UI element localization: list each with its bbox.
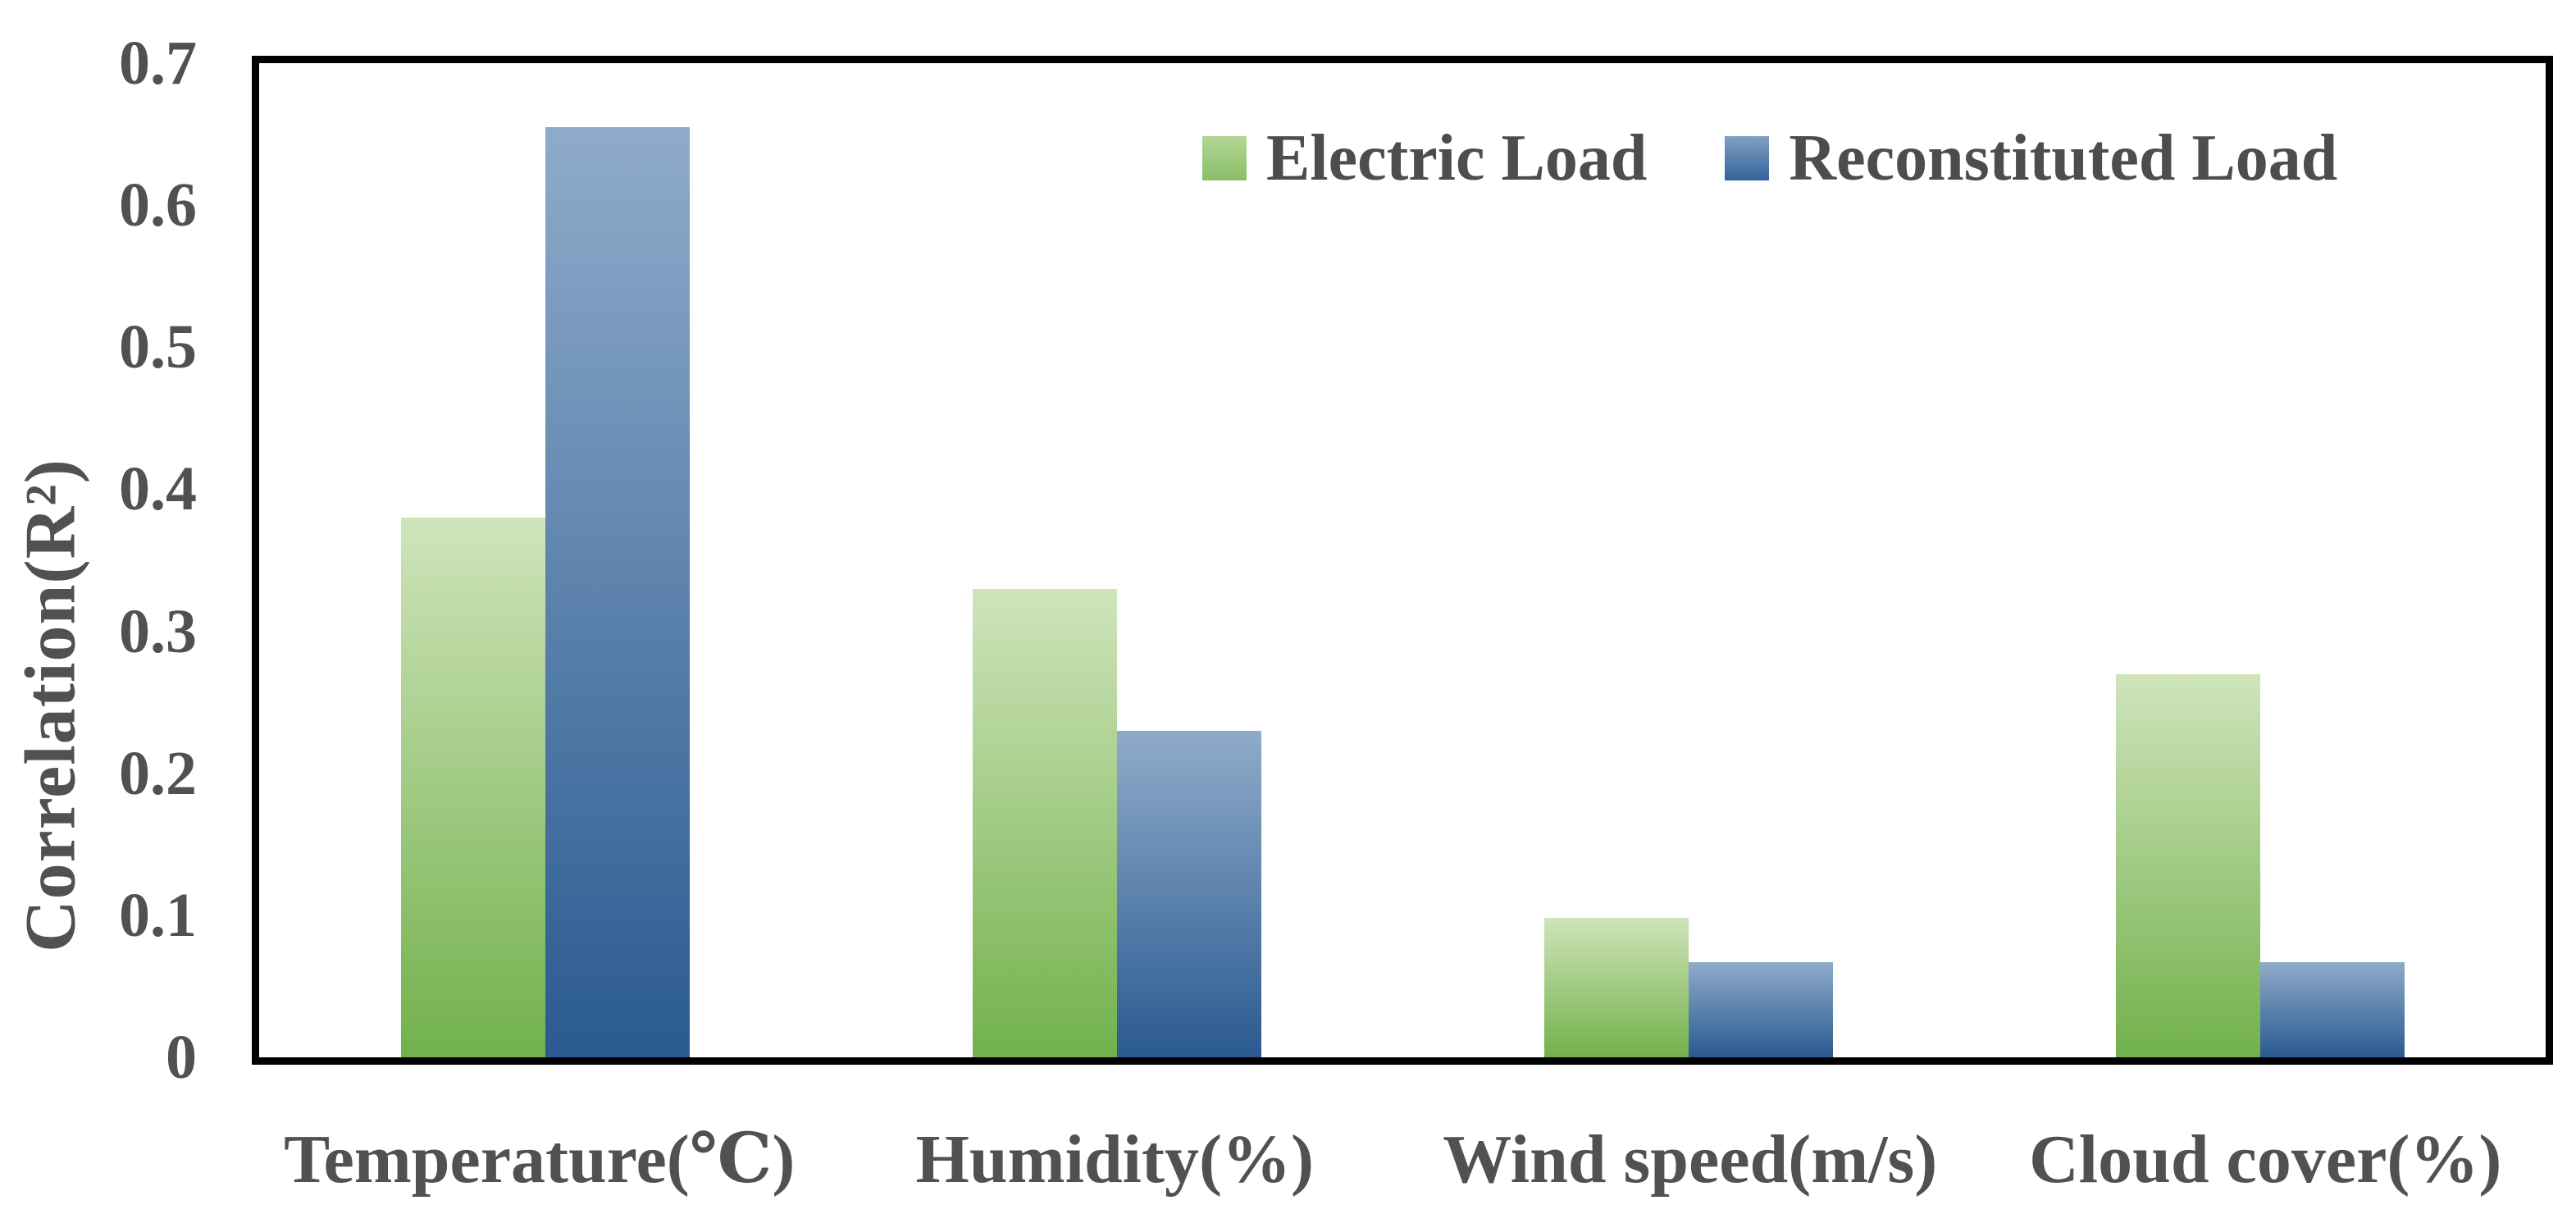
bar-temperature-reconstituted-load <box>545 127 690 1057</box>
bars-layer <box>259 63 2546 1057</box>
x-axis-label-wind-speed: Wind speed(m/s) <box>1443 1121 1938 1198</box>
y-tick-label: 0.2 <box>119 738 197 808</box>
x-axis-label-temperature: Temperature(℃) <box>284 1121 796 1198</box>
x-axis-category-labels: Temperature(℃) Humidity(%) Wind speed(m/… <box>252 1121 2553 1198</box>
bar-cloud-cover-electric-load <box>2115 674 2260 1057</box>
y-tick-label: 0.5 <box>119 313 197 382</box>
bar-cloud-cover-reconstituted-load <box>2259 962 2405 1057</box>
x-axis-label-cloud-cover: Cloud cover(%) <box>2029 1121 2502 1198</box>
bar-wind-speed-m-s-electric-load <box>1543 918 1689 1057</box>
legend-label-electric-load: Electric Load <box>1266 122 1648 194</box>
x-axis-label-humidity: Humidity(%) <box>915 1121 1314 1198</box>
legend-swatch-electric-load-icon <box>1202 136 1247 180</box>
legend-swatch-reconstituted-load-icon <box>1725 136 1770 180</box>
y-tick-label: 0.6 <box>119 171 197 240</box>
legend-label-reconstituted-load: Reconstituted Load <box>1789 122 2338 194</box>
y-tick-label: 0.1 <box>119 880 197 950</box>
bar-wind-speed-m-s-reconstituted-load <box>1688 962 1833 1057</box>
y-axis-tick-labels: 0 0.1 0.2 0.3 0.4 0.5 0.6 0.7 <box>0 32 197 1088</box>
bar-humidity-reconstituted-load <box>1116 731 1261 1057</box>
y-tick-label: 0.4 <box>119 454 197 524</box>
bar-temperature-electric-load <box>400 518 545 1057</box>
y-tick-label: 0.7 <box>119 29 197 98</box>
legend-item-reconstituted-load: Reconstituted Load <box>1725 126 2337 191</box>
plot-area: Electric Load Reconstituted Load <box>252 56 2553 1065</box>
y-tick-label: 0.3 <box>119 596 197 666</box>
legend-item-electric-load: Electric Load <box>1202 126 1647 191</box>
bar-humidity-electric-load <box>972 589 1117 1057</box>
y-tick-label: 0 <box>166 1023 197 1092</box>
legend: Electric Load Reconstituted Load <box>1202 126 2337 191</box>
